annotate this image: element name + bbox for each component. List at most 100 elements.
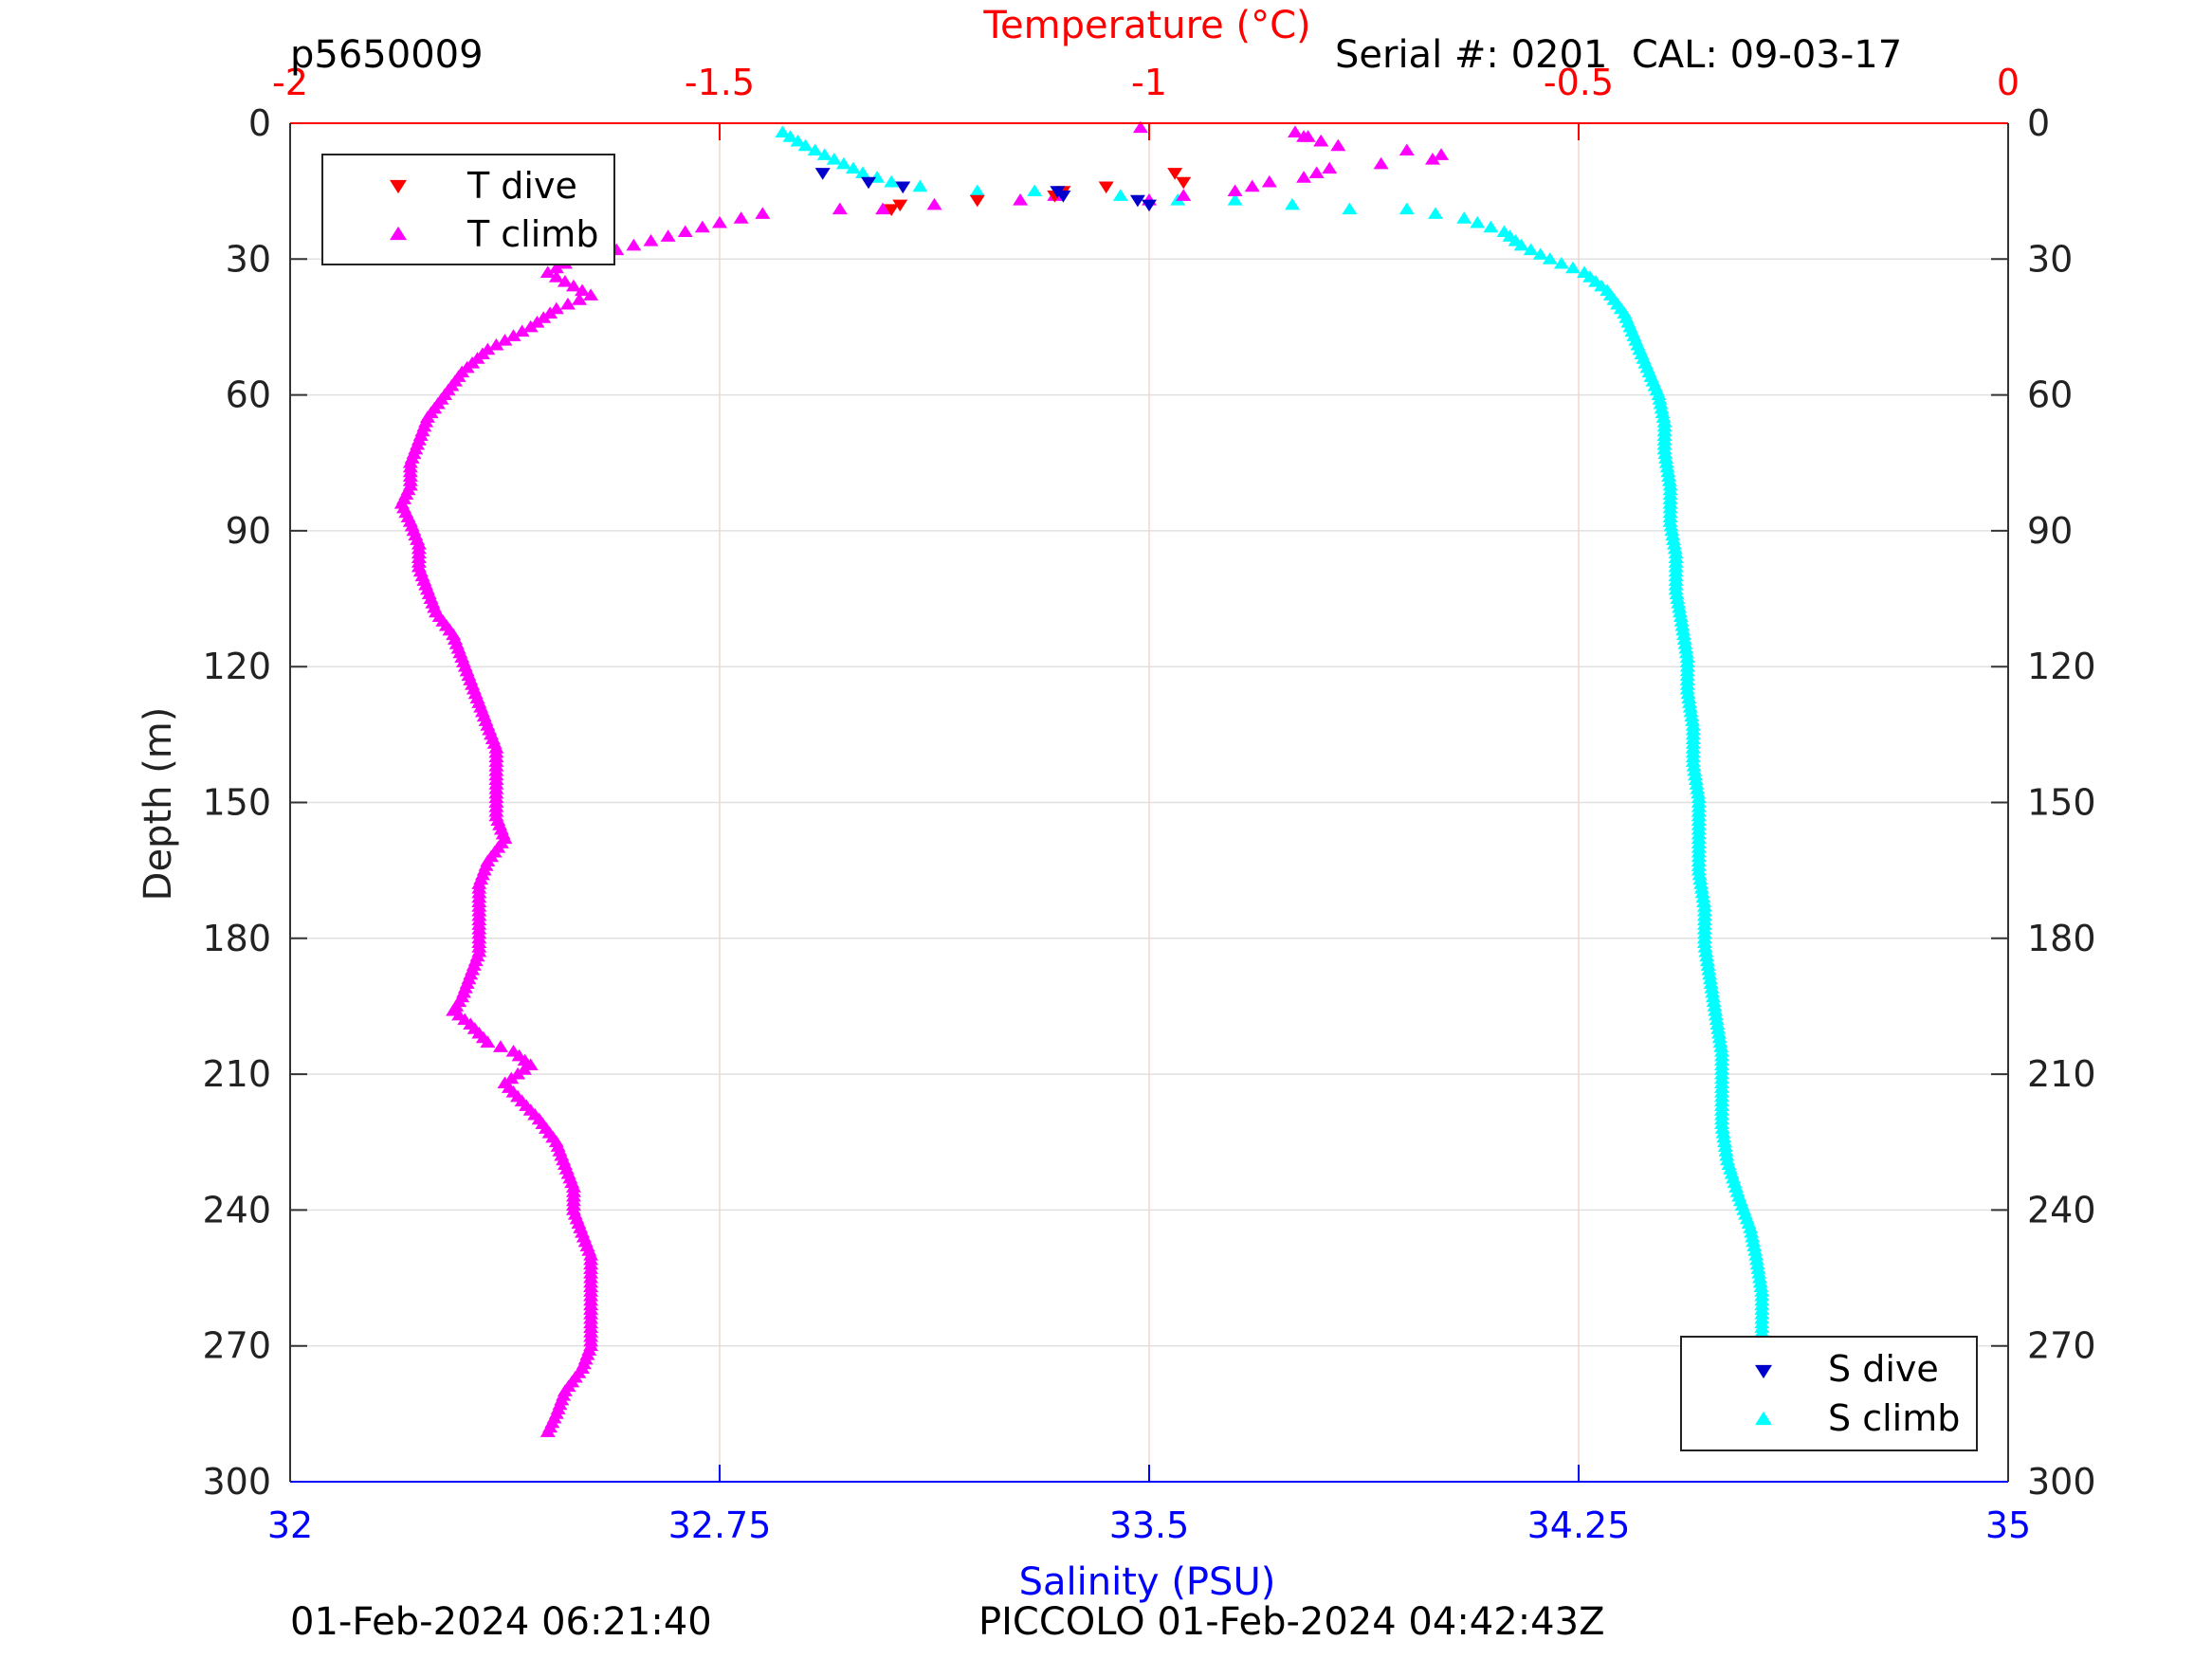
s-climb-point [1654, 401, 1670, 414]
s-climb-point [1653, 396, 1669, 410]
t-climb-point [926, 197, 942, 210]
s-climb-point [912, 179, 928, 192]
t-climb-point [677, 225, 693, 238]
depth-tick-label-left: 150 [202, 782, 271, 824]
t-climb-point [1373, 156, 1389, 170]
s-climb-point [1428, 207, 1443, 219]
s-climb-point [1285, 197, 1300, 210]
t-climb-point [1313, 134, 1329, 147]
serial-calibration: Serial #: 0201 CAL: 09-03-17 [1335, 33, 1903, 77]
t-climb-point [565, 279, 581, 292]
s-climb-point [1483, 220, 1499, 233]
t-climb-point [1227, 184, 1243, 197]
t-climb-point [480, 1035, 496, 1048]
s-climb-point [1746, 1239, 1763, 1252]
legend-t-dive-marker [390, 179, 407, 194]
s-climb-point [1398, 202, 1415, 215]
s-climb-point [845, 161, 861, 174]
legend-temperature: T dive T climb [321, 154, 615, 265]
bottom-axis-label: Salinity (PSU) [1019, 1560, 1276, 1604]
t-climb-point [1296, 130, 1312, 142]
temperature-tick-label: -1 [1131, 62, 1167, 103]
t-climb-point [626, 238, 642, 251]
s-climb-point [1523, 243, 1539, 256]
s-climb-point [1342, 202, 1358, 215]
t-climb-point [548, 261, 564, 274]
t-climb-point [1176, 189, 1192, 201]
s-climb-point [1553, 256, 1569, 269]
s-climb-point [1745, 1230, 1761, 1243]
depth-tick-label-right: 60 [2027, 374, 2073, 416]
s-climb-point [1470, 215, 1486, 228]
t-climb-point [1330, 138, 1346, 152]
depth-tick-label-left: 240 [202, 1189, 271, 1231]
legend-t-climb-label: T climb [466, 213, 598, 255]
legend-t-climb-marker [390, 226, 407, 241]
t-climb-point [548, 270, 564, 283]
salinity-tick-label: 32.75 [668, 1504, 772, 1546]
legend-s-dive-label: S dive [1828, 1348, 1939, 1390]
t-climb-point [755, 207, 771, 219]
plot-frame [289, 122, 2009, 1483]
depth-tick-label-left: 60 [226, 374, 271, 416]
s-dive-point [1129, 194, 1145, 208]
s-climb-point [835, 156, 851, 170]
t-climb-point [643, 233, 659, 246]
t-climb-point [1013, 193, 1029, 206]
t-climb-point [575, 283, 591, 297]
legend-salinity-box [1680, 1336, 1978, 1451]
t-climb-point [492, 1040, 508, 1052]
s-dive-point [861, 176, 877, 190]
depth-tick-label-left: 0 [248, 102, 271, 144]
s-climb-point [775, 125, 791, 137]
s-climb-point [1456, 211, 1472, 224]
s-climb-point [1746, 1234, 1762, 1248]
depth-tick-label-right: 0 [2027, 102, 2050, 144]
s-climb-point [1654, 406, 1671, 419]
temperature-tick-label: -2 [272, 62, 308, 103]
s-climb-point [1112, 189, 1128, 201]
depth-tick-label-left: 30 [226, 238, 271, 280]
t-dive-point [892, 199, 908, 212]
s-climb-point [1747, 1244, 1764, 1256]
s-dive-point [895, 181, 911, 194]
s-climb-point [782, 130, 798, 142]
top-axis-label: Temperature (°C) [982, 4, 1310, 47]
y-axis-label: Depth (m) [137, 707, 180, 902]
t-climb-point [522, 319, 539, 333]
s-dive-point [1055, 191, 1071, 203]
salinity-tick-label: 34.25 [1527, 1504, 1631, 1546]
s-climb-point [1027, 184, 1043, 197]
footer-mission: PICCOLO 01-Feb-2024 04:42:43Z [978, 1600, 1605, 1644]
t-climb-point [488, 337, 504, 351]
t-climb-point [514, 324, 530, 337]
t-climb-point [557, 274, 573, 287]
s-climb-point [807, 143, 823, 156]
depth-tick-label-right: 150 [2027, 782, 2096, 824]
t-climb-point [1434, 148, 1450, 160]
t-climb-point [875, 202, 891, 215]
depth-tick-label-left: 270 [202, 1325, 271, 1367]
depth-tick-label-left: 90 [226, 510, 271, 552]
depth-tick-label-right: 270 [2027, 1325, 2096, 1367]
s-dive-point [814, 168, 831, 180]
s-climb-point [1655, 410, 1672, 423]
s-climb-point [790, 134, 806, 147]
salinity-tick-label: 33.5 [1109, 1504, 1190, 1546]
depth-tick-label-left: 300 [202, 1461, 271, 1503]
t-climb-point [583, 288, 599, 301]
depth-tick-label-right: 120 [2027, 646, 2096, 687]
depth-tick-label-left: 210 [202, 1053, 271, 1095]
t-climb-point [1288, 125, 1304, 137]
temperature-tick-label: -0.5 [1544, 62, 1614, 103]
temperature-tick-label: -1.5 [685, 62, 755, 103]
t-dive-point [1098, 181, 1114, 194]
depth-tick-label-right: 210 [2027, 1053, 2096, 1095]
legend-t-dive-label: T dive [466, 165, 577, 207]
s-climb-point [1564, 261, 1581, 274]
t-climb-point [832, 202, 848, 215]
footer-timestamp: 01-Feb-2024 06:21:40 [290, 1600, 712, 1644]
depth-tick-label-right: 240 [2027, 1189, 2096, 1231]
profile-id: p5650009 [290, 33, 484, 77]
